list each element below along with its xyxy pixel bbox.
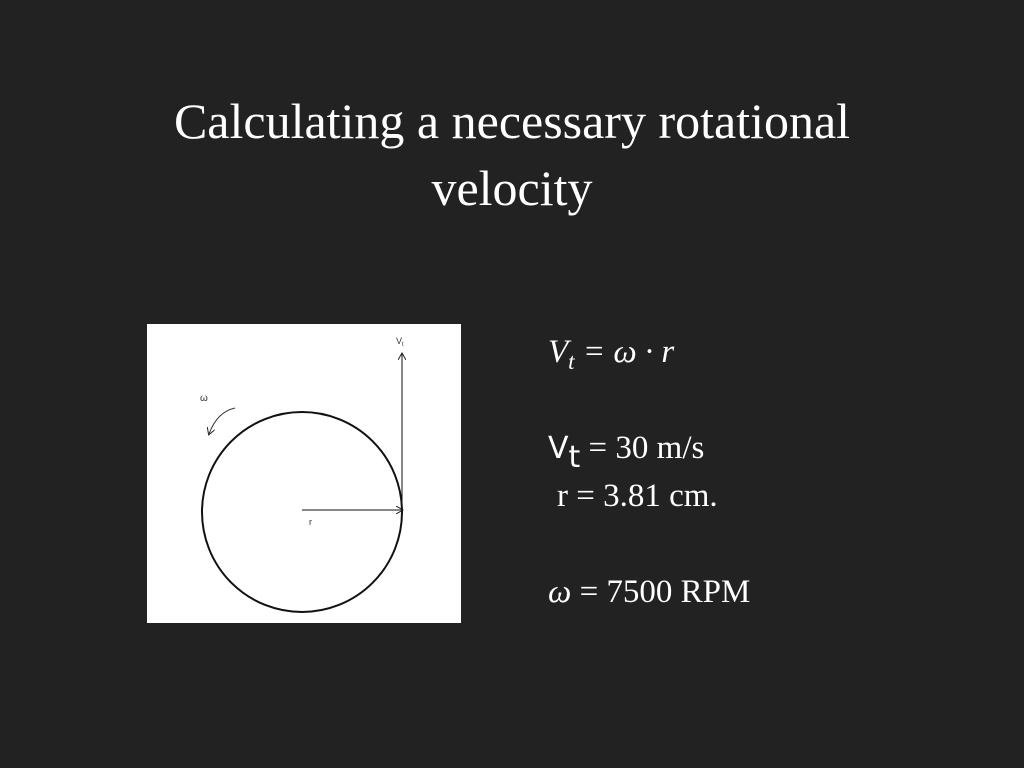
given-radius: r = 3.81 cm. (557, 478, 718, 514)
omega-label: ω (200, 393, 208, 404)
diagram: ω Vt r (147, 324, 461, 623)
given-subscript: t (568, 440, 581, 475)
equation-rest: = ω · r (582, 334, 675, 370)
radius-label: r (309, 517, 312, 527)
velocity-subscript: t (402, 342, 404, 348)
given-text: = 30 m/s (588, 430, 705, 466)
diagram-background (147, 324, 461, 623)
given-velocity: Vt = 30 m/s (548, 430, 704, 475)
velocity-symbol: V (396, 336, 402, 346)
given-symbol: V (548, 431, 569, 466)
velocity-label: Vt (396, 336, 404, 348)
rotation-arrow (209, 407, 236, 434)
result-symbol: ω (548, 574, 572, 610)
slide-title: Calculating a necessary rotational veloc… (173, 93, 851, 216)
equation: Vt = ω · r (548, 334, 674, 375)
result: ω = 7500 RPM (548, 574, 750, 611)
result-text: = 7500 RPM (579, 574, 751, 610)
equation-subscript: t (568, 347, 575, 374)
equation-symbol: V (548, 334, 569, 370)
